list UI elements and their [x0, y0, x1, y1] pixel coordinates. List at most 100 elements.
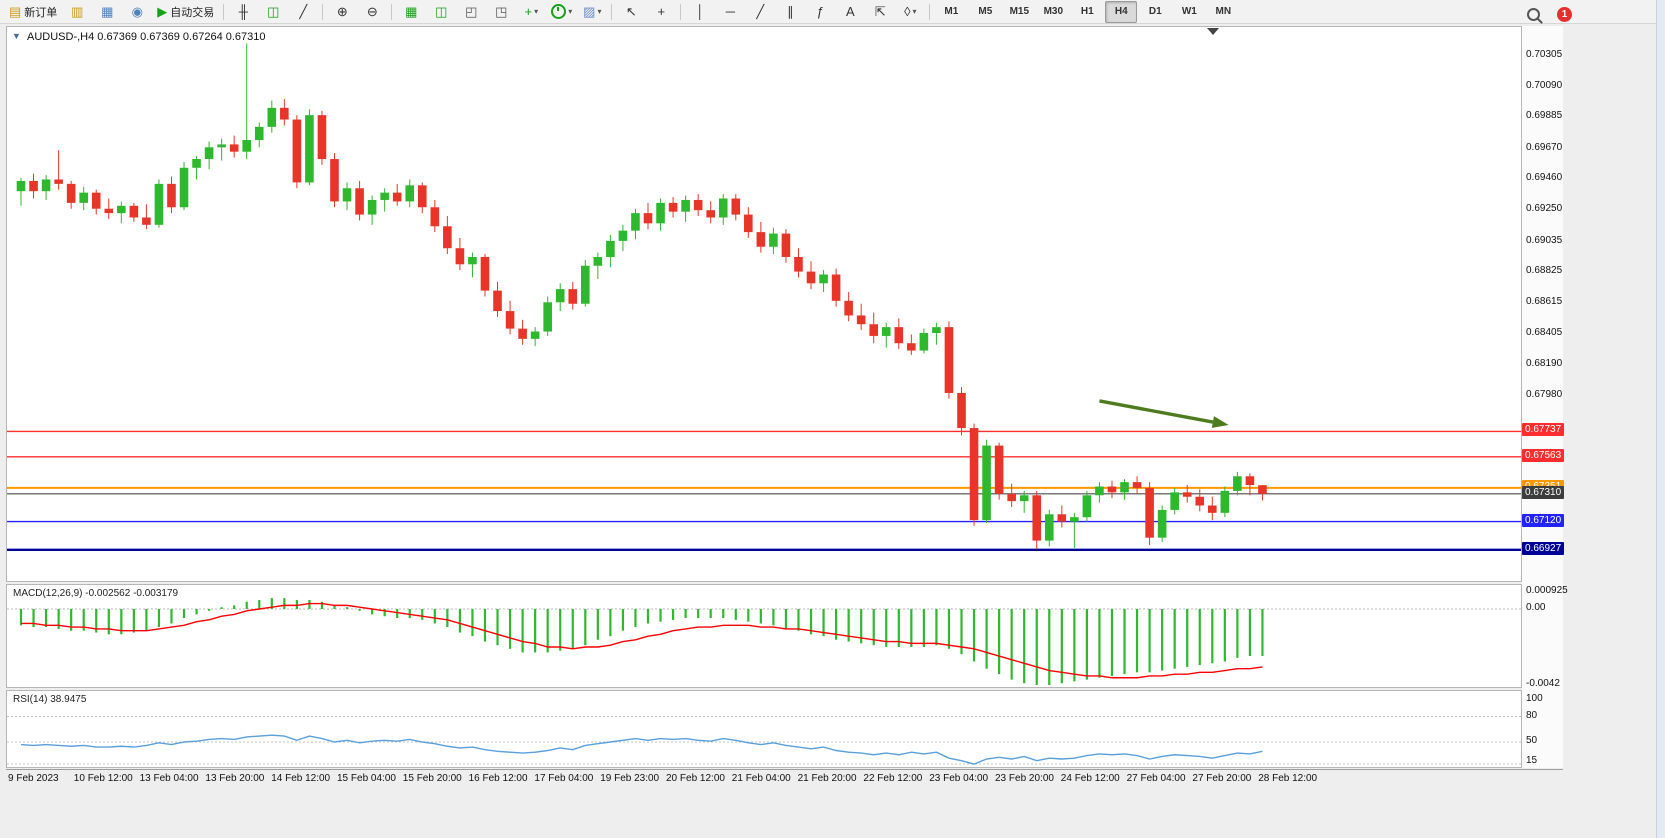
charts-grid-button[interactable]: ◉ — [123, 1, 151, 23]
candle — [54, 150, 63, 190]
timeframe-m5-button[interactable]: M5 — [978, 6, 993, 17]
tile-windows-button[interactable]: ▦ — [397, 1, 425, 23]
time-axis-label: 21 Feb 04:00 — [731, 773, 791, 784]
candle — [1208, 496, 1217, 521]
bar-chart-button[interactable]: ╫ — [229, 1, 257, 23]
macd-canvas[interactable] — [7, 585, 1521, 687]
candlestick-chart-button[interactable]: ◫ — [259, 1, 287, 23]
price-axis-label: 0.69670 — [1526, 141, 1563, 153]
timeframe-m1-button[interactable]: M1 — [944, 6, 959, 17]
chart-shift-button[interactable]: ◳ — [487, 1, 515, 23]
crosshair-button[interactable]: + — [647, 1, 675, 23]
chart-shift-marker[interactable] — [1207, 28, 1219, 35]
candle — [380, 188, 389, 212]
candle — [330, 153, 339, 208]
candle — [367, 195, 377, 225]
candle — [593, 252, 603, 279]
candle — [254, 122, 264, 148]
timeframe-h1-button[interactable]: H1 — [1080, 6, 1094, 17]
time-axis-label: 23 Feb 20:00 — [995, 773, 1054, 784]
search-button[interactable] — [1519, 3, 1547, 25]
auto-trading-button[interactable]: ▶ 自动交易 — [153, 1, 218, 23]
time-axis-label: 21 Feb 20:00 — [797, 773, 857, 784]
candle — [1044, 509, 1054, 547]
zoom-out-button[interactable]: ⊖ — [358, 1, 386, 23]
channel-button[interactable]: ∥ — [776, 1, 804, 23]
candle — [1120, 479, 1129, 500]
macd-panel[interactable]: MACD(12,26,9) -0.002562 -0.003179 — [6, 584, 1522, 688]
timeframe-d1-button[interactable]: D1 — [1148, 6, 1162, 17]
candle — [280, 99, 289, 126]
vertical-line-button[interactable]: │ — [686, 1, 714, 23]
price-chart-canvas[interactable] — [7, 27, 1521, 581]
time-axis-label: 22 Feb 12:00 — [863, 773, 923, 784]
candle — [819, 270, 828, 293]
candle — [417, 182, 427, 214]
price-tag: 0.67120 — [1522, 513, 1565, 527]
toolbar-separator — [611, 3, 613, 20]
text-button[interactable]: A — [836, 1, 864, 23]
candle — [555, 283, 565, 312]
template-dropdown[interactable]: ▨ ▾ — [578, 1, 606, 23]
candle — [91, 189, 101, 215]
new-order-button[interactable]: ▤ 新订单 — [5, 1, 61, 23]
candle — [530, 327, 540, 347]
candle — [1107, 480, 1117, 499]
cursor-button[interactable]: ↖ — [617, 1, 645, 23]
candle — [204, 141, 214, 170]
new-chart-dropdown[interactable]: + ▾ — [517, 1, 545, 23]
candle — [1170, 487, 1179, 515]
rsi-panel[interactable]: RSI(14) 38.9475 — [6, 690, 1522, 768]
trend-arrow-annotation[interactable] — [1099, 399, 1229, 428]
price-axis-label: 0.69460 — [1526, 172, 1563, 184]
notification-badge[interactable]: 1 — [1557, 6, 1572, 22]
candle — [543, 296, 552, 336]
right-scrollbar[interactable] — [1656, 0, 1665, 838]
arrow-label-icon: ⇱ — [874, 4, 886, 19]
auto-scroll-button[interactable]: ◰ — [457, 1, 485, 23]
candle — [317, 110, 327, 165]
timeframe-m15-button[interactable]: M15 — [1009, 6, 1030, 17]
vertical-line-icon: │ — [696, 4, 705, 19]
horizontal-lines[interactable] — [7, 430, 1521, 552]
timeframe-m30-button[interactable]: M30 — [1043, 6, 1064, 17]
time-axis-label: 20 Feb 12:00 — [666, 773, 725, 784]
rsi-canvas[interactable] — [7, 691, 1521, 767]
new-chart-icon: + — [524, 4, 533, 19]
symbols-icon: ▥ — [71, 4, 84, 19]
time-axis-label: 27 Feb 20:00 — [1192, 773, 1252, 784]
arrow-label-button[interactable]: ⇱ — [866, 1, 894, 23]
zoom-in-button[interactable]: ⊕ — [328, 1, 356, 23]
candle — [919, 328, 929, 354]
timeframe-mn-button[interactable]: MN — [1215, 6, 1232, 17]
toolbar-separator — [223, 3, 225, 20]
timeframe-w1-button[interactable]: W1 — [1181, 6, 1197, 17]
period-dropdown[interactable]: ▾ — [547, 1, 576, 23]
tile-vertical-button[interactable]: ◫ — [427, 1, 455, 23]
line-chart-button[interactable]: ╱ — [289, 1, 317, 23]
trendline-button[interactable]: ╱ — [746, 1, 774, 23]
time-axis[interactable]: 9 Feb 2023 10 Feb 12:00 13 Feb 04:00 13 Feb… — [6, 769, 1563, 787]
fibonacci-button[interactable]: ƒ — [806, 1, 834, 23]
price-axis[interactable]: 0.70305 0.70090 0.69885 0.69670 0.69460 0.692… — [1522, 26, 1568, 768]
candle — [668, 197, 678, 218]
time-axis-label: 15 Feb 20:00 — [402, 773, 462, 784]
timeframe-h4-button[interactable]: H4 — [1105, 0, 1138, 23]
candle — [794, 248, 803, 278]
time-axis-label: 13 Feb 04:00 — [139, 773, 199, 784]
one-click-trading-toggle[interactable]: ▼ — [12, 31, 21, 41]
shapes-dropdown[interactable]: ◊ ▾ — [896, 1, 924, 23]
profiles-button[interactable]: ▦ — [93, 1, 121, 23]
price-axis-label: 0.67980 — [1526, 388, 1563, 400]
candle — [480, 254, 490, 297]
horizontal-line-button[interactable]: ─ — [716, 1, 744, 23]
price-chart-panel[interactable]: ▼ AUDUSD-,H4 0.67369 0.67369 0.67264 0.6… — [6, 26, 1522, 582]
dropdown-arrow-icon: ▾ — [597, 7, 602, 16]
rsi-line — [20, 734, 1263, 765]
candle — [1220, 486, 1230, 518]
candle — [1095, 482, 1104, 503]
candle — [844, 292, 853, 322]
chart-header: AUDUSD-,H4 0.67369 0.67369 0.67264 0.673… — [27, 31, 266, 43]
candle — [869, 312, 879, 344]
symbols-button[interactable]: ▥ — [63, 1, 91, 23]
